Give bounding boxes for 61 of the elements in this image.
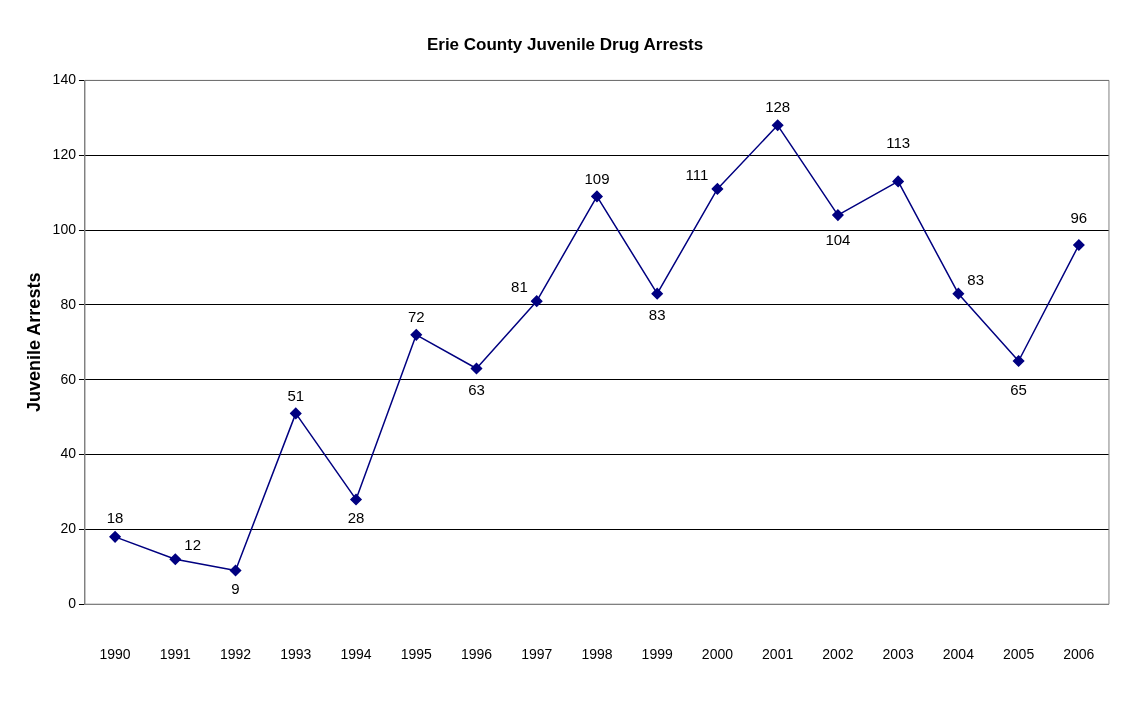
x-tick-label: 1996 (460, 646, 493, 663)
point (591, 190, 603, 203)
y-tick-label: 80 (60, 295, 77, 312)
point (1012, 355, 1025, 367)
x-tick-label: 1993 (280, 646, 312, 663)
data-label: 111 (685, 166, 709, 184)
data-label: 9 (231, 579, 240, 597)
x-tick-label: 1992 (219, 646, 252, 663)
point (290, 407, 302, 420)
point (952, 287, 965, 300)
x-tick-label: 1994 (340, 646, 372, 663)
x-tick-label: 1990 (99, 646, 131, 663)
point (651, 287, 663, 300)
point (892, 175, 904, 188)
point (169, 553, 182, 566)
y-tick-label: 140 (52, 71, 77, 88)
point (530, 295, 543, 307)
data-label: 83 (648, 306, 666, 324)
x-tick-label: 2001 (762, 646, 794, 663)
y-tick-label: 100 (52, 220, 77, 237)
point (470, 362, 483, 375)
data-label: 72 (407, 307, 425, 325)
y-axis-title: Juvenile Arrests (23, 272, 44, 412)
x-tick-label: 1999 (641, 646, 673, 663)
x-tick-label: 2000 (701, 646, 734, 663)
x-tick-label: 2002 (822, 646, 854, 663)
data-label: 81 (511, 278, 528, 296)
data-label: 113 (886, 134, 911, 152)
x-tick-label: 2003 (882, 646, 914, 663)
x-tick-label: 2004 (942, 646, 975, 663)
point (711, 183, 724, 195)
y-tick-label: 60 (60, 370, 77, 387)
point (832, 209, 844, 221)
data-label: 96 (1070, 209, 1088, 227)
data-label: 12 (184, 536, 201, 554)
point (771, 119, 784, 132)
y-tick-label: 0 (68, 595, 77, 612)
point (350, 493, 362, 506)
point (1073, 239, 1085, 251)
data-label: 28 (347, 508, 365, 526)
point (229, 564, 242, 577)
x-tick-label: 1998 (581, 646, 613, 663)
x-tick-label: 1995 (400, 646, 433, 663)
data-label: 128 (765, 98, 791, 116)
data-label: 83 (967, 270, 985, 288)
data-label: 65 (1010, 380, 1027, 398)
chart-title: Erie County Juvenile Drug Arrests (426, 34, 704, 54)
data-label: 109 (584, 169, 610, 187)
y-tick-label: 120 (52, 146, 77, 163)
x-tick-label: 1997 (521, 646, 553, 663)
x-tick-label: 2006 (1063, 646, 1095, 663)
y-tick-label: 40 (60, 445, 77, 462)
x-tick-label: 1991 (159, 646, 192, 663)
point (410, 329, 422, 341)
point (109, 531, 121, 543)
data-label: 63 (468, 380, 485, 398)
data-label: 18 (106, 508, 124, 526)
data-label: 104 (825, 231, 851, 249)
x-tick-label: 2005 (1003, 646, 1035, 663)
y-tick-label: 20 (60, 520, 77, 537)
data-label: 51 (287, 386, 305, 404)
